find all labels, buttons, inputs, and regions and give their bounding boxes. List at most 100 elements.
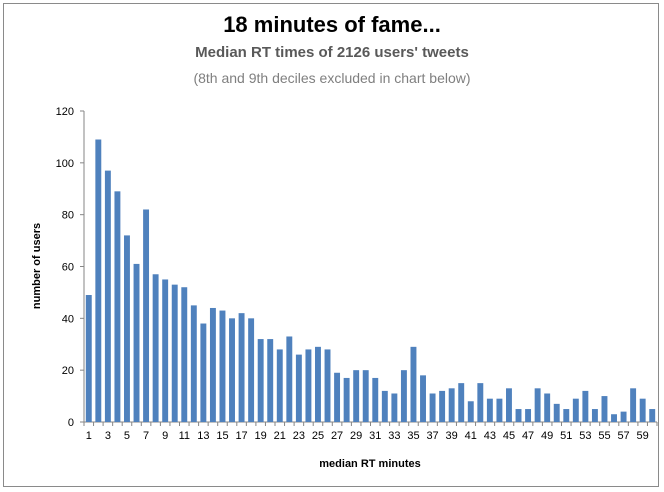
x-tick-label: 49 [541,430,553,442]
bar [649,409,656,422]
bar [152,274,159,422]
bar [477,383,484,423]
bar [563,409,570,422]
bar [601,396,608,422]
x-tick-label: 19 [255,430,267,442]
y-axis: 0 20 40 60 80 100 120 [56,106,85,429]
bar [572,398,579,422]
x-tick-label: 27 [331,430,343,442]
bar [448,388,455,422]
bar [639,398,646,422]
x-tick-label: 25 [312,430,324,442]
x-tick-label: 37 [426,430,438,442]
x-tick-label: 3 [105,430,111,442]
bar [410,346,417,422]
x-tick-label: 51 [560,430,572,442]
bar [439,390,446,422]
chart-subtitle: Median RT times of 2126 users' tweets [195,44,469,61]
bar [544,393,551,422]
y-axis-label: number of users [31,223,43,309]
x-tick-label: 9 [162,430,168,442]
bar [620,411,627,422]
x-tick-label: 41 [465,430,477,442]
bar [162,279,169,422]
bar [429,393,436,422]
bar [143,209,150,422]
x-tick-label: 57 [617,430,629,442]
bar [315,346,321,422]
x-tick-label: 43 [484,430,496,442]
x-axis-label: median RT minutes [319,458,420,470]
bar [534,388,541,422]
bar [238,313,245,422]
bar [582,390,589,422]
bar [391,393,398,422]
bar [181,287,188,422]
bar [267,339,274,422]
bar [515,409,522,422]
y-tick-label: 20 [62,365,74,377]
bar [219,310,226,422]
y-tick-label: 0 [68,417,74,429]
x-tick-label: 13 [197,430,209,442]
x-tick-label: 59 [637,430,649,442]
bar [276,349,283,422]
bar [496,398,503,422]
bars [85,139,656,423]
x-tick-label: 29 [350,430,362,442]
bar [286,336,293,422]
bar [133,263,140,422]
x-tick-label: 5 [124,430,130,442]
bar [353,370,360,422]
bar [229,318,235,422]
bar [104,170,111,422]
x-tick-label: 17 [235,430,247,442]
bar [200,323,207,422]
x-tick-label: 15 [216,430,228,442]
bar [525,409,532,422]
y-tick-label: 60 [62,262,74,274]
bar [95,139,102,422]
bar [372,377,379,422]
x-tick-label: 7 [143,430,149,442]
y-tick-label: 80 [62,210,74,222]
bar [467,401,474,422]
chart-note: (8th and 9th deciles excluded in chart b… [193,70,471,86]
y-tick-label: 100 [56,158,74,170]
bar [420,375,426,422]
x-tick-label: 11 [179,430,190,442]
x-tick-label: 31 [369,430,381,442]
bar [553,403,560,422]
bar [114,191,121,422]
bar [324,349,331,422]
bar [124,235,130,422]
bar [506,388,512,422]
chart-title: 18 minutes of fame... [223,12,441,37]
bar [611,414,617,422]
x-axis: 1 3 5 7 9 11 13 15 17 19 21 23 25 27 29 31 33 35 37 39 41 43 4… [83,421,658,442]
bar [248,318,255,422]
x-tick-label: 39 [446,430,458,442]
y-tick-label: 120 [56,106,74,118]
x-tick-label: 21 [274,430,286,442]
y-tick-label: 40 [62,313,74,325]
bar [257,339,264,422]
x-tick-label: 23 [293,430,305,442]
bar [85,295,92,422]
x-tick-label: 1 [86,430,92,442]
bar [486,398,493,422]
bar [381,390,388,422]
bar [458,383,465,423]
bar [630,388,637,422]
bar [343,377,350,422]
bar [209,307,216,422]
x-tick-label: 45 [503,430,515,442]
bar [334,372,341,422]
bar [171,284,178,422]
bar [295,354,302,422]
bar [190,305,197,423]
x-tick-label: 35 [407,430,419,442]
bar [591,409,598,422]
x-tick-label: 47 [522,430,534,442]
